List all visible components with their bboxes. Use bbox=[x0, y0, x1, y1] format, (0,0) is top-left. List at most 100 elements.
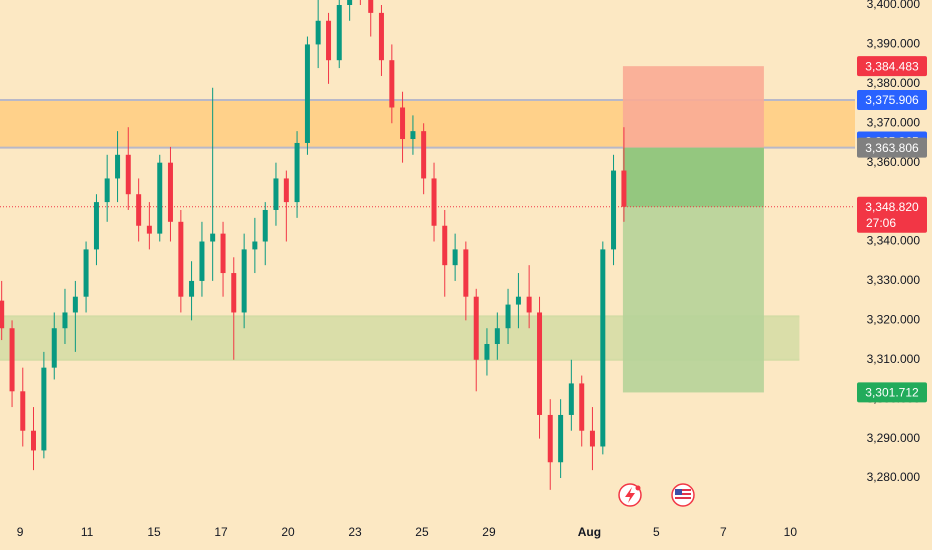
countdown-label: 27:06 bbox=[866, 216, 896, 230]
price-label: 3,384.483 bbox=[865, 59, 919, 73]
candle-body bbox=[326, 20, 332, 61]
candle-body bbox=[51, 328, 57, 368]
stop-area bbox=[622, 66, 764, 148]
y-tick-label: 3,380.000 bbox=[867, 76, 921, 90]
candle-body bbox=[368, 0, 374, 13]
candle-body bbox=[315, 20, 321, 45]
last-price-label: 3,348.820 bbox=[865, 200, 919, 214]
candle-body bbox=[231, 273, 237, 313]
y-tick-label: 3,290.000 bbox=[867, 431, 921, 445]
candle-body bbox=[178, 221, 184, 297]
candle-body bbox=[72, 296, 78, 313]
candle-body bbox=[262, 209, 268, 242]
y-tick-label: 3,340.000 bbox=[867, 234, 921, 248]
candle-body bbox=[93, 202, 99, 250]
candle-body bbox=[537, 312, 543, 415]
candle-body bbox=[210, 233, 216, 242]
y-tick-label: 3,280.000 bbox=[867, 470, 921, 484]
candle-body bbox=[515, 296, 521, 305]
candle-body bbox=[347, 0, 353, 6]
candle-body bbox=[547, 414, 553, 463]
x-tick-label: 20 bbox=[281, 525, 295, 539]
candle-body bbox=[125, 154, 131, 195]
y-tick-label: 3,360.000 bbox=[867, 155, 921, 169]
candle-body bbox=[579, 383, 585, 431]
candle-body bbox=[611, 170, 617, 250]
x-tick-label: 11 bbox=[81, 525, 94, 539]
candle-body bbox=[294, 142, 300, 203]
candle-body bbox=[600, 249, 606, 447]
event-icon-us-flag[interactable] bbox=[671, 483, 695, 507]
x-tick-label: 5 bbox=[653, 525, 660, 539]
y-tick-label: 3,370.000 bbox=[867, 115, 921, 129]
candle-body bbox=[568, 383, 574, 415]
x-tick-label: Aug bbox=[578, 525, 601, 539]
price-label: 3,375.906 bbox=[865, 93, 919, 107]
candle-body bbox=[400, 107, 406, 140]
price-label: 3,301.712 bbox=[865, 386, 919, 400]
price-label-box bbox=[857, 137, 927, 158]
candle-body bbox=[62, 312, 68, 329]
event-icon-lightning[interactable] bbox=[618, 483, 642, 507]
y-tick-label: 3,390.000 bbox=[867, 37, 921, 51]
active-area bbox=[622, 147, 764, 207]
y-tick-label: 3,400.000 bbox=[867, 0, 921, 11]
candle-body bbox=[104, 178, 110, 203]
x-tick-label: 29 bbox=[482, 525, 496, 539]
candle-body bbox=[410, 131, 416, 140]
candle-body bbox=[241, 249, 247, 313]
candle-body bbox=[494, 328, 500, 344]
candle-body bbox=[273, 178, 279, 210]
candle-body bbox=[484, 343, 490, 360]
x-tick-label: 10 bbox=[784, 525, 798, 539]
candle-body bbox=[41, 367, 47, 451]
x-tick-label: 25 bbox=[415, 525, 429, 539]
y-tick-label: 3,320.000 bbox=[867, 313, 921, 327]
candle-body bbox=[463, 249, 469, 297]
x-tick-label: 17 bbox=[214, 525, 228, 539]
candle-body bbox=[115, 154, 121, 179]
candle-body bbox=[505, 304, 511, 329]
candle-body bbox=[473, 296, 479, 360]
candle-body bbox=[252, 241, 258, 250]
candle-body bbox=[378, 12, 384, 61]
price-label: 3,363.806 bbox=[865, 141, 919, 155]
candle-body bbox=[20, 391, 26, 431]
candle-body bbox=[30, 430, 36, 451]
y-tick-label: 3,310.000 bbox=[867, 352, 921, 366]
candle-body bbox=[336, 5, 342, 61]
candle-body bbox=[421, 131, 427, 179]
candle-body bbox=[220, 233, 226, 274]
candle-body bbox=[167, 162, 173, 222]
candle-body bbox=[83, 249, 89, 297]
price-label-box bbox=[857, 382, 927, 403]
candle-body bbox=[442, 225, 448, 266]
x-tick-label: 7 bbox=[720, 525, 727, 539]
candle-body bbox=[526, 296, 532, 313]
candle-body bbox=[189, 280, 195, 297]
last-price-box bbox=[857, 196, 927, 233]
candle-body bbox=[0, 300, 5, 329]
price-label-box bbox=[857, 56, 927, 77]
plot-area bbox=[0, 0, 855, 490]
candle-body bbox=[304, 44, 310, 143]
candle-body bbox=[9, 328, 15, 392]
x-tick-label: 9 bbox=[17, 525, 24, 539]
candle-body bbox=[283, 178, 289, 203]
x-tick-label: 15 bbox=[147, 525, 161, 539]
candle-body bbox=[452, 249, 458, 266]
x-tick-label: 23 bbox=[348, 525, 362, 539]
candle-body bbox=[146, 225, 152, 234]
candle-body bbox=[389, 60, 395, 108]
price-axis: 3,280.0003,290.0003,300.0003,310.0003,32… bbox=[857, 0, 927, 484]
candle-body bbox=[558, 414, 564, 463]
price-label-box bbox=[857, 89, 927, 110]
candle-body bbox=[136, 194, 142, 226]
candle-body bbox=[157, 162, 163, 234]
candle-body bbox=[199, 241, 205, 281]
candle-body bbox=[621, 170, 627, 207]
candle-body bbox=[431, 178, 437, 226]
y-tick-label: 3,330.000 bbox=[867, 273, 921, 287]
